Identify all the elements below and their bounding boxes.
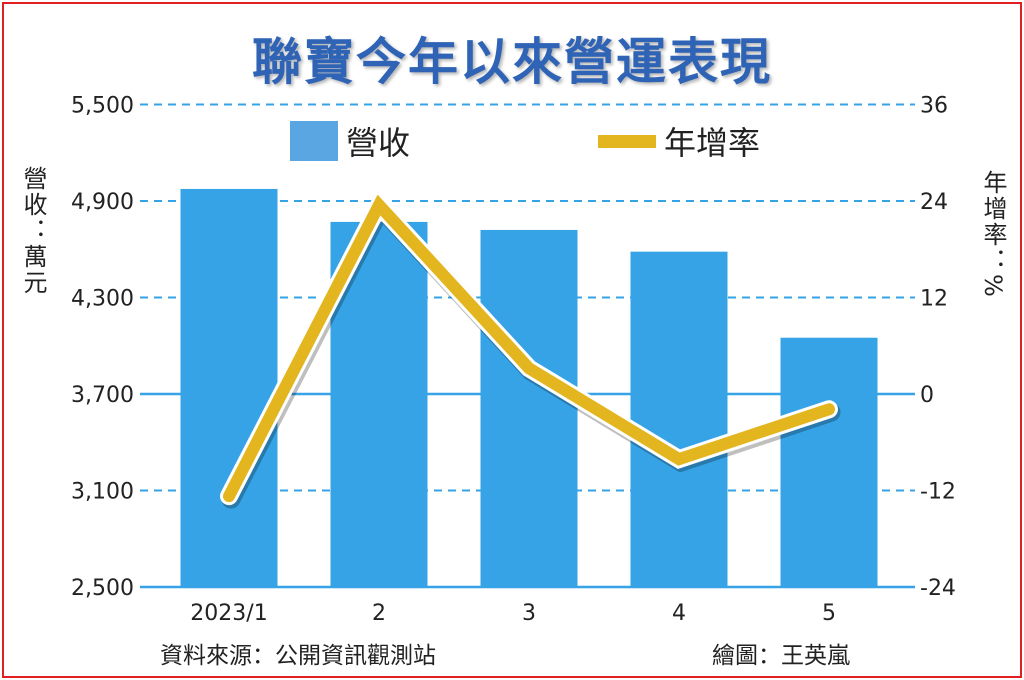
y-tick-right: 36	[920, 94, 948, 119]
y-tick-left: 3,700	[71, 383, 134, 408]
y-axis-right-label: 年增率：%	[979, 170, 1007, 299]
y-tick-left: 4,300	[71, 287, 134, 312]
y-axis-left-label: 營收：萬元	[19, 166, 47, 296]
bar-revenue	[780, 337, 878, 587]
legend-label-growth: 年增率	[664, 124, 761, 162]
y-tick-right: -24	[920, 576, 956, 601]
x-tick: 4	[672, 601, 686, 626]
x-tick: 2	[372, 601, 386, 626]
x-tick: 2023/1	[190, 601, 267, 626]
y-tick-left: 3,100	[71, 480, 134, 505]
y-tick-right: 0	[920, 383, 934, 408]
y-tick-left: 2,500	[71, 576, 134, 601]
legend-growth: 年增率	[598, 118, 760, 164]
legend-swatch-line	[598, 134, 656, 148]
legend-revenue: 營收	[290, 118, 410, 164]
y-tick-right: 24	[920, 190, 948, 215]
credit-note: 繪圖：王英嵐	[712, 643, 850, 669]
legend-swatch-bar	[290, 121, 338, 161]
x-tick: 5	[822, 601, 836, 626]
legend-label-revenue: 營收	[346, 124, 411, 162]
bar-revenue	[480, 229, 578, 587]
y-tick-right: 12	[920, 287, 948, 312]
y-tick-left: 5,500	[71, 94, 134, 119]
chart-title: 聯寶今年以來營運表現	[252, 33, 772, 91]
y-tick-right: -12	[920, 480, 956, 505]
bar-revenue	[180, 188, 278, 587]
bar-revenue	[630, 251, 728, 587]
y-tick-left: 4,900	[71, 190, 134, 215]
x-tick: 3	[522, 601, 536, 626]
source-note: 資料來源：公開資訊觀測站	[160, 643, 436, 669]
